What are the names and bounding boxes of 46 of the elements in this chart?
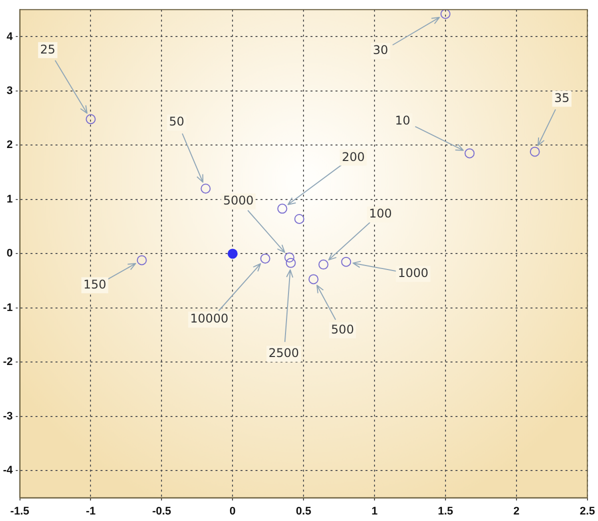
x-tick-label: -1 bbox=[86, 505, 96, 518]
point bbox=[530, 146, 540, 157]
x-tick-label: 1 bbox=[371, 505, 378, 518]
annotation: 500 bbox=[331, 322, 354, 336]
x-tick-label: 0.5 bbox=[296, 505, 312, 518]
y-tick-label: -2 bbox=[3, 356, 13, 368]
point bbox=[228, 248, 238, 259]
annotation: 2500 bbox=[268, 346, 300, 360]
point bbox=[136, 255, 147, 266]
point bbox=[341, 256, 352, 267]
point bbox=[277, 204, 288, 214]
point bbox=[286, 258, 296, 268]
x-tick-label: 0 bbox=[230, 505, 236, 518]
point bbox=[464, 148, 475, 158]
y-tick-label: 4 bbox=[6, 30, 14, 43]
y-tick-label: -3 bbox=[3, 410, 13, 422]
annotation: 200 bbox=[342, 150, 365, 164]
annotation: 150 bbox=[83, 277, 106, 292]
y-tick-label: -4 bbox=[3, 464, 14, 477]
y-tick-label: 1 bbox=[6, 193, 13, 206]
point bbox=[294, 214, 304, 224]
y-tick-label: -1 bbox=[3, 302, 13, 314]
point bbox=[284, 252, 294, 262]
annotation: 35 bbox=[554, 90, 570, 105]
y-tick-label: 0 bbox=[6, 248, 13, 260]
annotation: 100 bbox=[368, 206, 392, 221]
point bbox=[200, 184, 211, 194]
annotation: 10000 bbox=[190, 312, 228, 326]
y-tick-label: 3 bbox=[6, 85, 13, 97]
x-tick-label: -1.5 bbox=[10, 505, 30, 518]
annotation: 50 bbox=[169, 114, 184, 129]
annotation: 5000 bbox=[223, 194, 254, 208]
x-tick-label: 1.5 bbox=[438, 505, 454, 518]
annotation: 1000 bbox=[398, 266, 428, 280]
point bbox=[86, 114, 96, 124]
annotation: 30 bbox=[372, 43, 388, 58]
point bbox=[318, 260, 328, 270]
point bbox=[260, 254, 270, 264]
point bbox=[440, 10, 450, 19]
x-tick-label: 2 bbox=[513, 505, 520, 518]
x-tick-label: -0.5 bbox=[152, 505, 172, 518]
point bbox=[308, 274, 318, 284]
x-tick-label: 2.5 bbox=[580, 505, 596, 518]
y-tick-label: 2 bbox=[6, 139, 13, 152]
annotation: 25 bbox=[40, 42, 56, 56]
annotation: 10 bbox=[394, 113, 410, 128]
